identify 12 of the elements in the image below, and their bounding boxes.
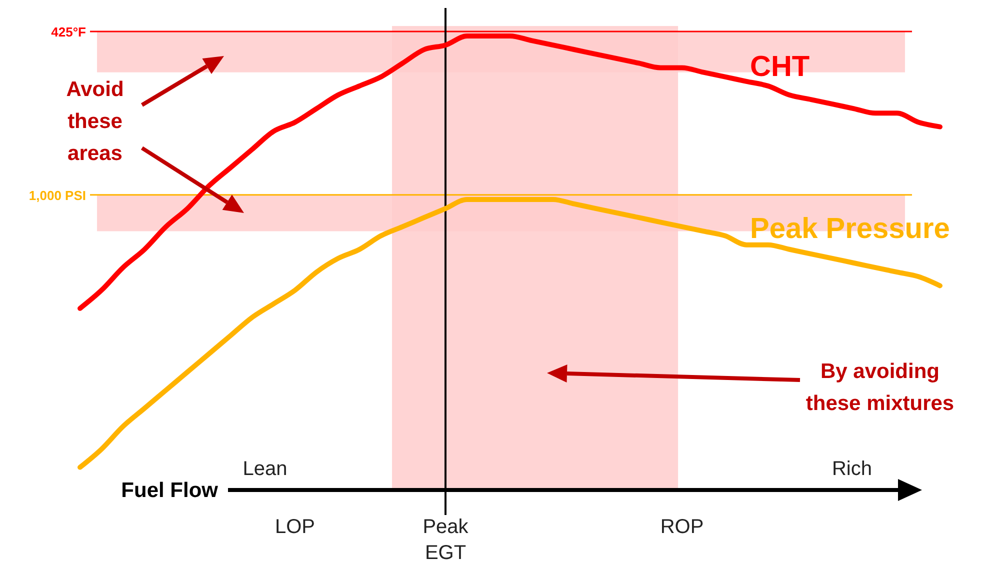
x-tick-label: LOP bbox=[274, 516, 316, 538]
annotation: By avoiding these mixtures bbox=[806, 360, 954, 415]
annotation: Rich bbox=[832, 458, 872, 480]
x-axis-title: Fuel Flow bbox=[121, 479, 219, 502]
ref-line-label: 1,000 PSI bbox=[28, 188, 86, 203]
series-label: Peak Pressure bbox=[750, 213, 950, 245]
x-tick-label: Peak EGT bbox=[422, 516, 470, 564]
x-tick-label: ROP bbox=[660, 516, 704, 538]
series-label: CHT bbox=[750, 51, 810, 83]
ref-line-label: 425°F bbox=[51, 24, 86, 40]
annotation: Avoid these areas bbox=[66, 78, 124, 165]
annotation: Lean bbox=[242, 458, 288, 480]
